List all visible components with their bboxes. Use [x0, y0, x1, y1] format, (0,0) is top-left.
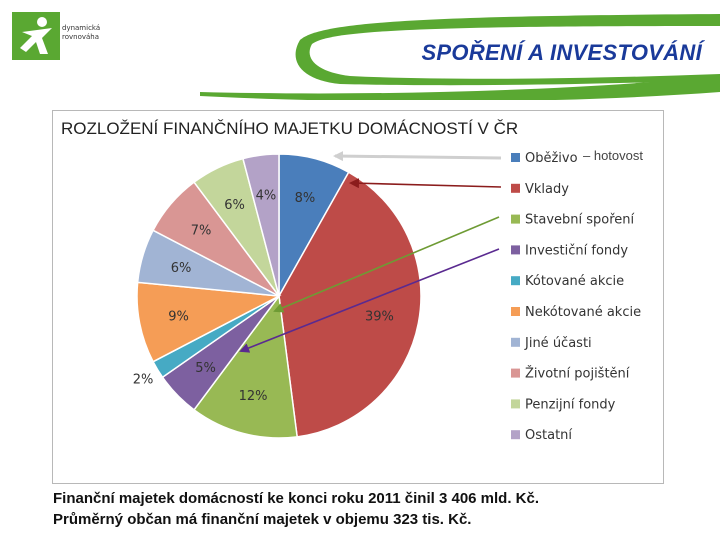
legend-label-5: Nekótované akcie — [525, 305, 641, 320]
legend-swatch-1 — [511, 183, 520, 193]
caption-line-1: Finanční majetek domácností ke konci rok… — [53, 490, 540, 507]
legend-swatch-6 — [511, 337, 520, 347]
pie-slice-5 — [136, 281, 282, 363]
pie-label-8: 6% — [224, 198, 245, 213]
chart-frame: ROZLOŽENÍ FINANČNÍHO MAJETKU DOMÁCNOSTÍ … — [52, 110, 664, 484]
legend-swatch-8 — [511, 399, 520, 409]
legend-swatch-7 — [511, 368, 520, 378]
pie-label-6: 6% — [171, 261, 192, 276]
legend-label-9: Ostatní — [525, 428, 572, 443]
logo-text: dynamická rovnováha — [62, 24, 101, 41]
legend-label-3: Investiční fondy — [525, 243, 628, 258]
chart-title: ROZLOŽENÍ FINANČNÍHO MAJETKU DOMÁCNOSTÍ … — [61, 119, 519, 138]
legend-swatch-4 — [511, 276, 520, 286]
pie-label-0: 8% — [295, 191, 316, 206]
legend-swatch-3 — [511, 245, 520, 255]
pie-chart: 8% 39% 12% 5% 2% 9% 6% 7% 6% 4% Oběživo Vklady Stave… — [133, 148, 644, 443]
legend-label-0: Oběživo — [525, 151, 578, 166]
annotation-hotovost: – hotovost — [583, 148, 643, 163]
caption-line-2: Průměrný občan má finanční majetek v obj… — [53, 511, 472, 528]
pie-label-2: 12% — [239, 389, 268, 404]
legend-label-6: Jiné účasti — [524, 336, 592, 351]
arrow-vklady — [349, 178, 502, 189]
pie-label-1: 39% — [365, 310, 394, 325]
arrow-investicni — [239, 248, 500, 353]
header-banner — [200, 14, 720, 100]
caption: Finanční majetek domácností ke konci rok… — [53, 488, 539, 530]
pie-label-5: 9% — [168, 310, 189, 325]
legend-swatch-2 — [511, 214, 520, 224]
legend-swatch-0 — [511, 153, 520, 162]
pie-label-7: 7% — [191, 224, 212, 239]
logo-icon — [12, 12, 60, 60]
pie-slice-9 — [242, 153, 280, 297]
slide-title: SPOŘENÍ A INVESTOVÁNÍ — [421, 40, 702, 65]
legend-label-4: Kótované akcie — [525, 274, 624, 289]
arrow-stavebni — [273, 216, 500, 313]
pie-label-9: 4% — [256, 189, 277, 204]
pie-slice-2 — [193, 294, 298, 439]
legend-label-2: Stavební spoření — [525, 213, 635, 228]
pie-slice-1 — [278, 171, 422, 438]
legend-swatch-5 — [511, 307, 520, 316]
pie-label-3: 5% — [195, 361, 216, 376]
pie-label-4: 2% — [133, 372, 154, 387]
arrow-obezivo — [333, 151, 502, 162]
legend-label-8: Penzijní fondy — [525, 397, 616, 412]
legend-label-7: Životní pojištění — [525, 366, 630, 382]
legend-swatch-9 — [511, 430, 520, 440]
legend-label-1: Vklady — [525, 182, 569, 197]
